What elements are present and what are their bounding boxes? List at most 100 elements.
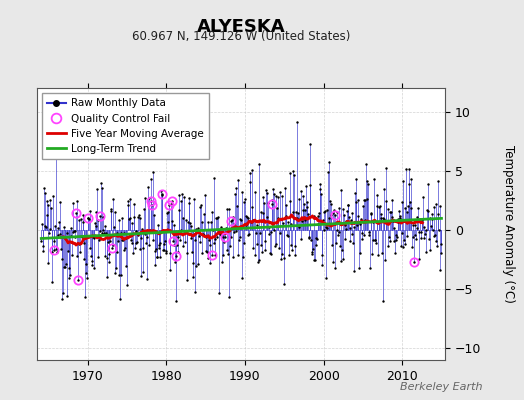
Point (101, 253, 109, 260)
Point (354, 213, 363, 220)
Point (236, 215, 245, 222)
Point (146, 198, 155, 204)
Point (424, 208, 432, 214)
Point (293, 119, 301, 126)
Point (72, 210, 80, 216)
Point (248, 167, 256, 173)
Point (223, 206, 232, 212)
Point (375, 204, 384, 210)
Point (425, 247, 434, 254)
Point (45, 229, 53, 236)
Point (284, 218, 292, 225)
Point (190, 236, 199, 243)
Point (381, 257, 389, 263)
Point (258, 210, 267, 216)
Point (219, 252, 227, 258)
Point (142, 240, 150, 246)
Point (263, 190, 271, 196)
Point (194, 260, 203, 267)
Point (360, 197, 368, 203)
Point (313, 236, 321, 242)
Point (431, 237, 440, 244)
Point (40, 190, 49, 196)
Point (238, 275, 246, 281)
Point (180, 229, 189, 235)
Point (140, 195, 149, 202)
Point (133, 232, 141, 238)
Point (410, 222, 419, 228)
Point (151, 262, 159, 268)
Point (69, 229, 77, 235)
Point (172, 242, 181, 248)
Point (88, 262, 96, 268)
Point (362, 160, 370, 167)
Point (218, 258, 226, 265)
Point (233, 202, 241, 209)
Point (415, 229, 423, 235)
Point (187, 235, 195, 241)
Point (119, 236, 127, 243)
Point (365, 232, 373, 238)
Point (303, 204, 311, 210)
Point (318, 252, 326, 258)
Point (152, 254, 161, 261)
Point (141, 230, 149, 237)
Point (220, 238, 228, 245)
Point (275, 244, 283, 251)
Point (303, 211, 312, 218)
Point (145, 242, 153, 248)
Point (136, 214, 144, 221)
Point (278, 193, 287, 200)
Point (109, 242, 117, 248)
Point (226, 217, 235, 224)
Point (180, 194, 188, 200)
Point (166, 250, 174, 256)
Point (399, 178, 408, 184)
Point (160, 241, 169, 247)
Text: Berkeley Earth: Berkeley Earth (400, 382, 482, 392)
Point (231, 190, 239, 197)
Point (59, 263, 68, 270)
Point (300, 207, 309, 213)
Point (127, 240, 136, 246)
Point (271, 243, 279, 250)
Point (190, 196, 198, 202)
Point (331, 265, 339, 271)
Point (428, 211, 436, 218)
Point (255, 257, 263, 263)
Point (337, 247, 346, 253)
Point (177, 198, 185, 204)
Point (336, 242, 344, 249)
Point (161, 237, 169, 244)
Point (361, 196, 369, 203)
Point (413, 213, 421, 220)
Point (122, 234, 130, 241)
Point (253, 222, 261, 228)
Point (247, 218, 255, 225)
Point (358, 202, 367, 209)
Point (78, 218, 86, 225)
Point (419, 194, 427, 200)
Point (111, 209, 119, 216)
Point (348, 210, 356, 216)
Point (48, 278, 56, 285)
Point (98, 184, 106, 191)
Point (62, 260, 70, 267)
Point (371, 237, 379, 244)
Point (308, 249, 316, 255)
Point (436, 240, 445, 247)
Point (347, 216, 355, 223)
Point (306, 182, 314, 189)
Point (258, 248, 266, 255)
Point (108, 196, 117, 202)
Point (363, 196, 371, 202)
Point (368, 236, 377, 243)
Point (61, 235, 70, 242)
Point (235, 234, 244, 240)
Point (405, 180, 413, 187)
Point (339, 206, 347, 212)
Point (104, 239, 112, 245)
Point (241, 196, 249, 202)
Point (225, 206, 233, 212)
Point (112, 248, 121, 255)
